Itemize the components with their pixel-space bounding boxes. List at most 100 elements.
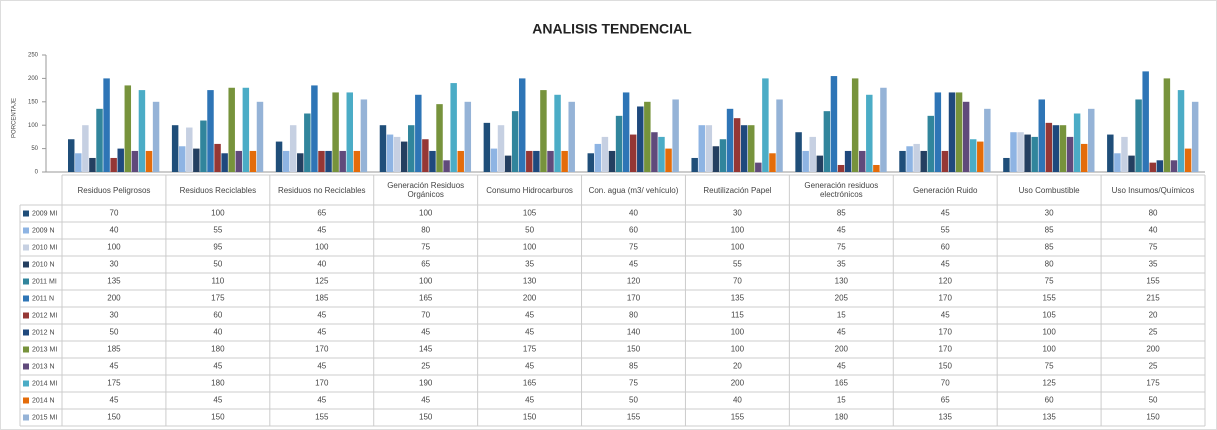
bar bbox=[436, 104, 443, 172]
bar bbox=[927, 115, 935, 172]
bar bbox=[511, 111, 519, 172]
bar bbox=[1170, 160, 1178, 172]
bar bbox=[705, 125, 713, 172]
bar bbox=[1038, 99, 1046, 172]
bar bbox=[1107, 134, 1114, 172]
table-value: 15 bbox=[837, 311, 846, 320]
table-value: 110 bbox=[211, 277, 224, 286]
table-value: 100 bbox=[731, 226, 745, 235]
bar bbox=[332, 92, 339, 172]
table-value: 40 bbox=[1149, 226, 1158, 235]
table-value: 75 bbox=[837, 243, 846, 252]
y-tick-label: 200 bbox=[28, 76, 39, 82]
table-value: 135 bbox=[1042, 413, 1056, 422]
table-value: 100 bbox=[1042, 345, 1056, 354]
bar bbox=[422, 139, 429, 172]
table-value: 60 bbox=[941, 243, 950, 252]
table-value: 155 bbox=[627, 413, 641, 422]
table-value: 55 bbox=[213, 226, 222, 235]
category-label: Residuos no Reciclables bbox=[277, 185, 366, 195]
bar bbox=[207, 90, 214, 172]
bar bbox=[622, 92, 630, 172]
bar bbox=[75, 153, 82, 172]
bar bbox=[360, 99, 368, 172]
table-value: 45 bbox=[837, 328, 846, 337]
bar bbox=[795, 132, 802, 172]
bar bbox=[138, 90, 146, 172]
bar bbox=[311, 85, 318, 172]
table-value: 25 bbox=[1149, 328, 1158, 337]
bar bbox=[518, 78, 526, 172]
table-value: 175 bbox=[211, 294, 225, 303]
table-value: 80 bbox=[1045, 260, 1054, 269]
table-value: 70 bbox=[421, 311, 430, 320]
bar bbox=[1156, 160, 1164, 172]
table-value: 175 bbox=[1146, 379, 1160, 388]
table-value: 135 bbox=[939, 413, 953, 422]
legend-label: 2012 MI bbox=[32, 312, 57, 319]
y-tick-label: 150 bbox=[28, 99, 39, 105]
table-value: 100 bbox=[315, 243, 329, 252]
bar bbox=[866, 94, 873, 172]
bar bbox=[282, 150, 290, 172]
legend-swatch bbox=[23, 244, 29, 251]
table-value: 45 bbox=[317, 328, 326, 337]
table-value: 15 bbox=[837, 396, 846, 405]
table-value: 30 bbox=[733, 209, 742, 218]
legend-swatch bbox=[23, 363, 29, 370]
bar bbox=[948, 92, 956, 172]
bar bbox=[748, 125, 755, 172]
bar bbox=[346, 92, 353, 172]
bar bbox=[415, 94, 422, 172]
table-value: 150 bbox=[1146, 413, 1160, 422]
table-value: 150 bbox=[107, 413, 121, 422]
bar bbox=[1163, 78, 1171, 172]
table-value: 60 bbox=[629, 226, 638, 235]
table-value: 70 bbox=[941, 379, 950, 388]
table-value: 180 bbox=[211, 379, 225, 388]
bar bbox=[913, 143, 920, 172]
legend-label: 2011 MI bbox=[32, 278, 57, 285]
bar bbox=[755, 162, 762, 172]
table-value: 40 bbox=[317, 260, 326, 269]
bar bbox=[816, 155, 824, 172]
bar bbox=[1135, 99, 1142, 172]
table-value: 100 bbox=[731, 345, 745, 354]
table-value: 30 bbox=[1045, 209, 1054, 218]
table-value: 20 bbox=[1149, 311, 1158, 320]
bar bbox=[962, 101, 970, 172]
table-value: 170 bbox=[315, 345, 329, 354]
legend-swatch bbox=[23, 278, 29, 285]
table-value: 75 bbox=[629, 379, 638, 388]
bar bbox=[587, 153, 595, 172]
bar bbox=[89, 157, 96, 172]
table-value: 50 bbox=[213, 260, 222, 269]
table-value: 165 bbox=[835, 379, 849, 388]
table-value: 35 bbox=[837, 260, 846, 269]
bar bbox=[400, 141, 408, 172]
table-value: 20 bbox=[733, 362, 742, 371]
table-value: 170 bbox=[939, 345, 953, 354]
bar bbox=[899, 150, 906, 172]
bar bbox=[457, 150, 464, 172]
bar bbox=[145, 150, 153, 172]
table-value: 155 bbox=[315, 413, 329, 422]
y-tick-label: 0 bbox=[35, 170, 39, 176]
category-label: Uso Insumos/Químicos bbox=[1111, 185, 1195, 195]
table-value: 45 bbox=[941, 260, 950, 269]
category-label: Reutilización Papel bbox=[703, 185, 772, 195]
bar bbox=[297, 153, 304, 172]
table-value: 170 bbox=[939, 328, 953, 337]
bar bbox=[823, 111, 831, 172]
table-value: 100 bbox=[107, 243, 121, 252]
bar bbox=[1052, 125, 1060, 172]
table-value: 100 bbox=[731, 328, 745, 337]
bar bbox=[568, 101, 575, 172]
table-value: 175 bbox=[107, 379, 121, 388]
bar bbox=[769, 153, 776, 172]
bar bbox=[178, 146, 186, 172]
legend-swatch bbox=[23, 295, 29, 302]
bar bbox=[1059, 125, 1067, 172]
table-value: 45 bbox=[421, 396, 430, 405]
bar bbox=[171, 125, 179, 172]
